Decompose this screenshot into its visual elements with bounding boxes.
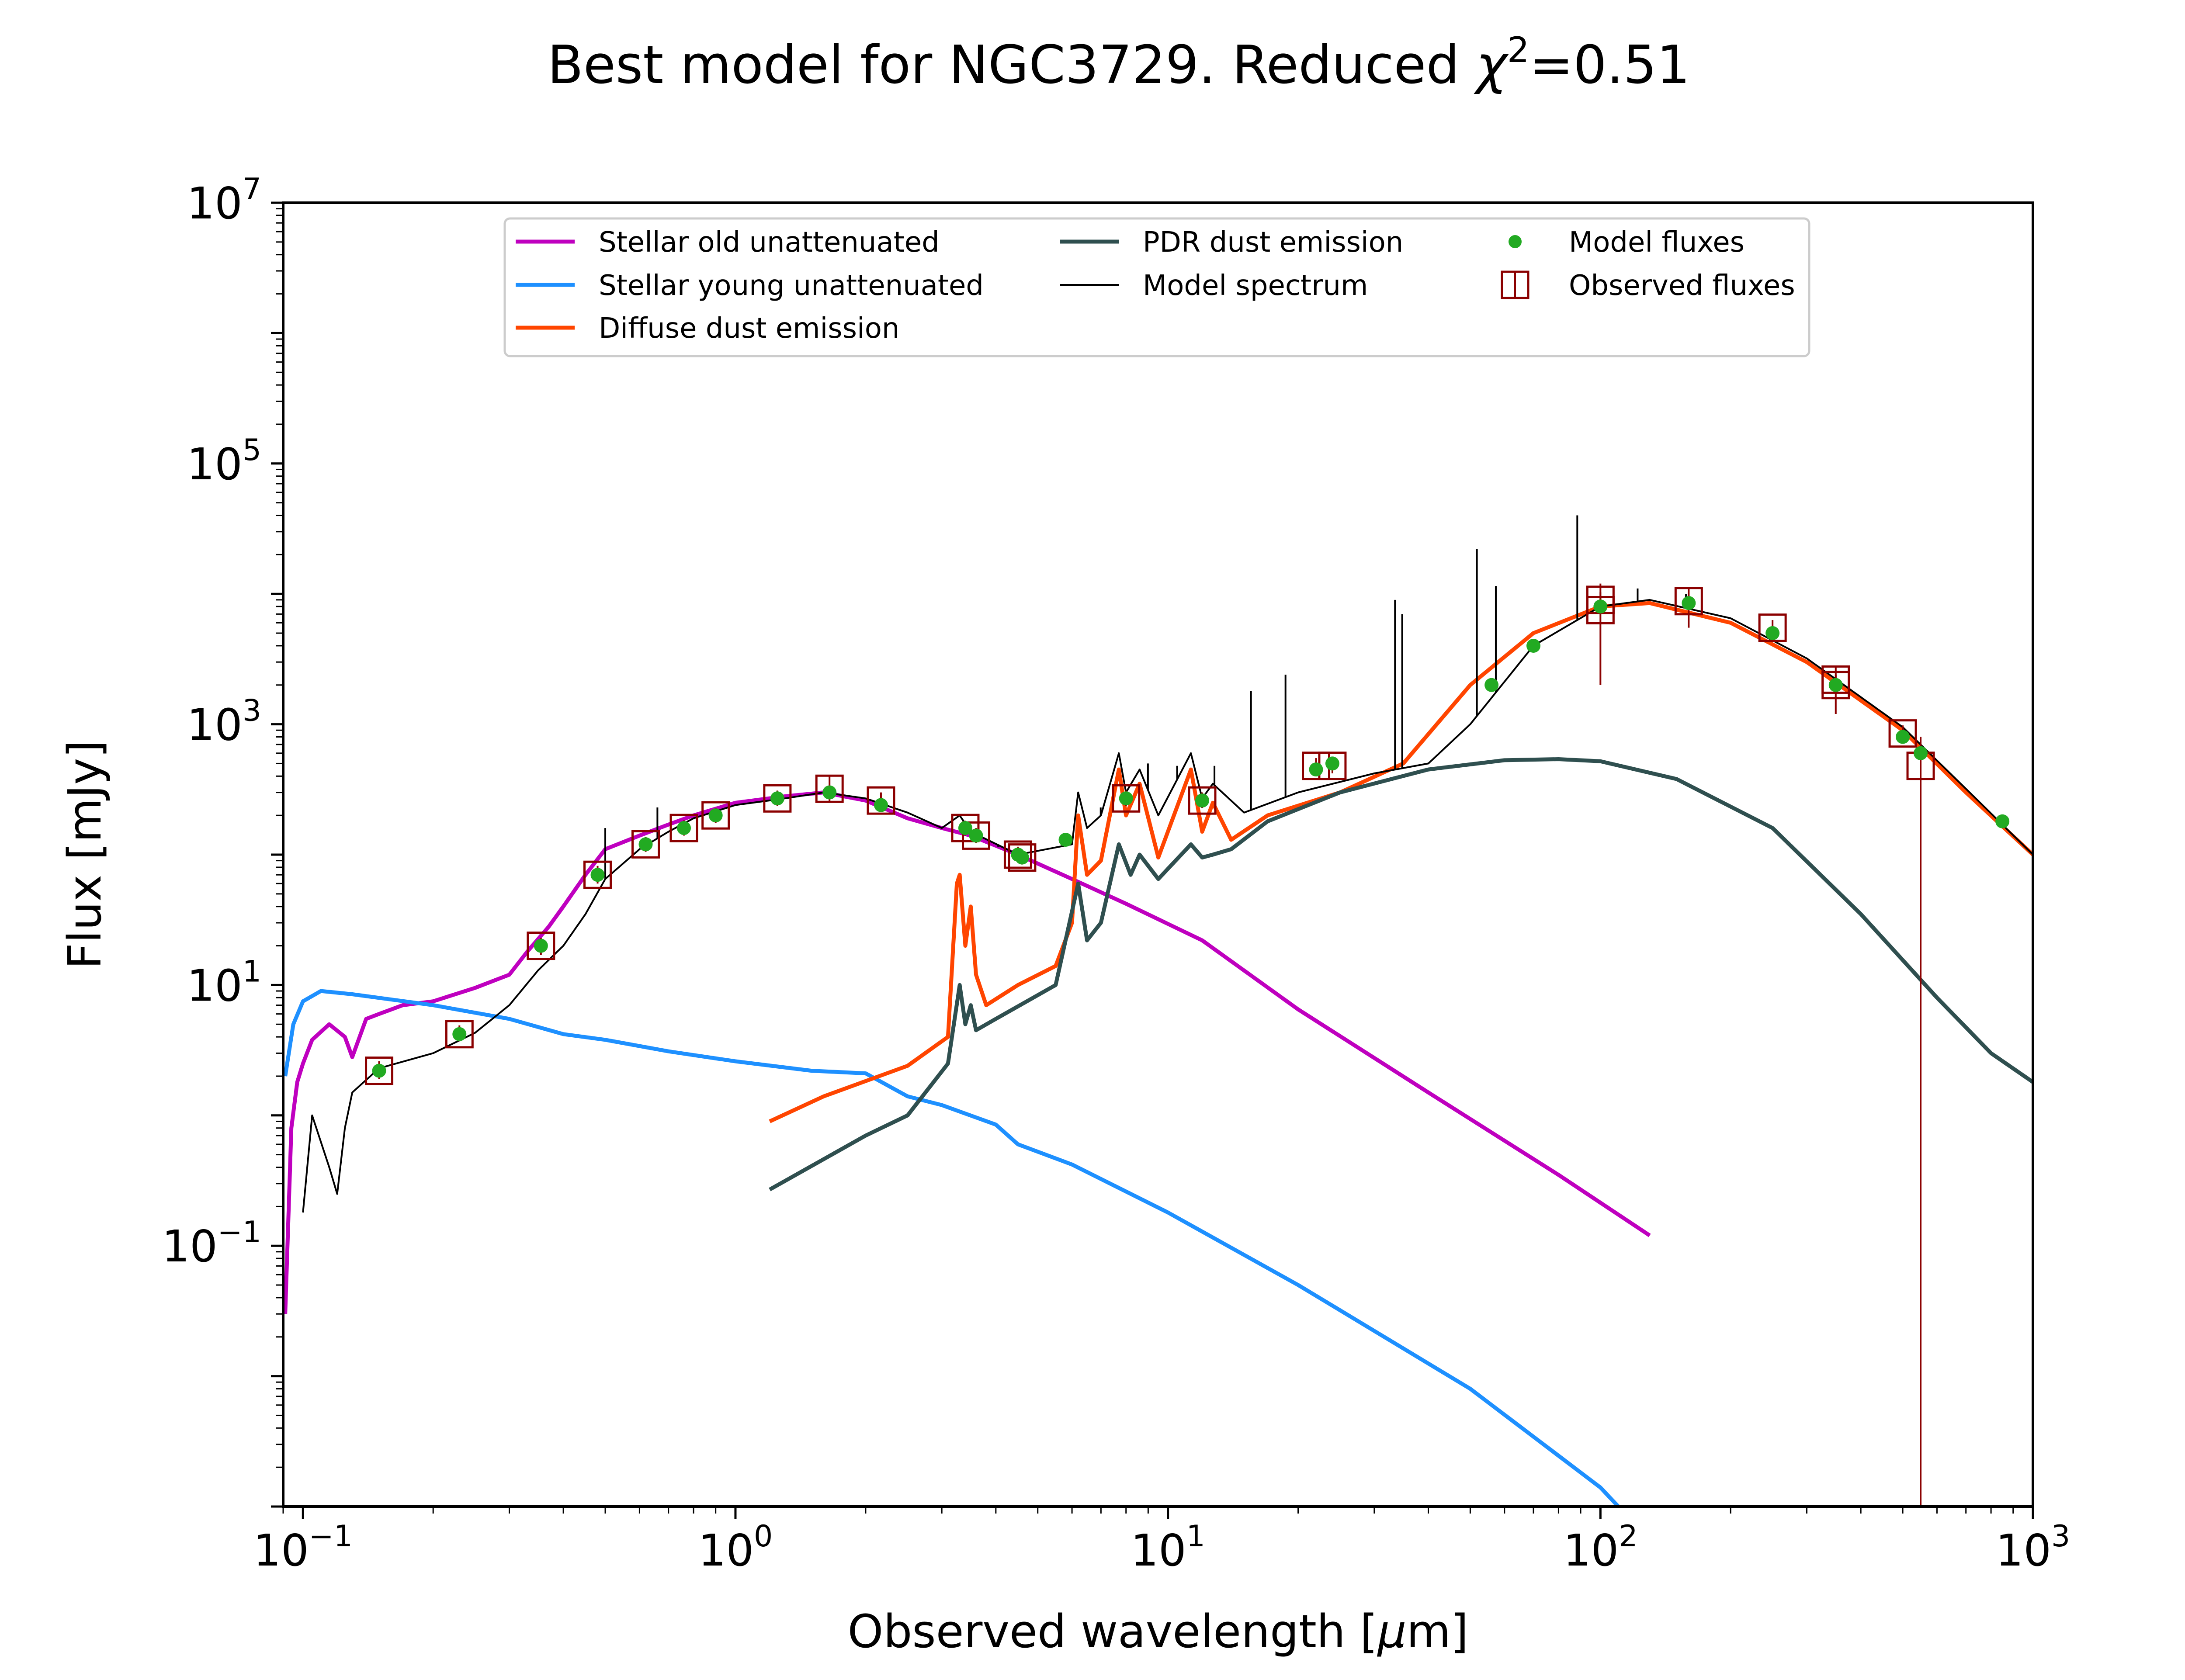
x-axis: 10−1 100 101 102 103 <box>253 1507 2071 1576</box>
legend-box <box>503 217 1810 357</box>
x-tick-label: 102 <box>1563 1519 1638 1576</box>
legend-label-model-spectrum: Model spectrum <box>1143 270 1368 302</box>
x-tick-label: 103 <box>1996 1519 2071 1576</box>
model-flux-point <box>372 1063 386 1078</box>
legend-label-observed-fluxes: Observed fluxes <box>1569 270 1795 302</box>
y-tick-base: 10 <box>187 700 242 751</box>
model-flux-point <box>1593 599 1608 614</box>
y-axis-label: Flux [mJy] <box>58 740 111 969</box>
model-flux-point <box>874 798 888 812</box>
x-tick-label: 10−1 <box>253 1519 353 1576</box>
observed-flux-marker <box>631 830 660 859</box>
model-flux-point <box>1309 762 1323 777</box>
series-line-pdr-dust-emission <box>769 757 2033 1192</box>
x-tick-exponent: −1 <box>309 1519 353 1554</box>
observed-flux-marker <box>1821 671 1850 700</box>
y-tick-base: 10 <box>187 960 242 1011</box>
x-tick-base: 10 <box>253 1525 309 1576</box>
legend-label-diffuse-dust-emission: Diffuse dust emission <box>599 312 899 345</box>
observed-flux-marker <box>1188 786 1217 815</box>
x-tick-exponent: 0 <box>754 1519 773 1554</box>
model-flux-point <box>1015 850 1029 865</box>
observed-flux-marker <box>1888 719 1917 748</box>
legend-handle-model-fluxes <box>1509 235 1522 248</box>
y-tick-label: 105 <box>187 433 261 490</box>
y-tick-label: 101 <box>187 954 261 1011</box>
observed-flux-marker <box>583 860 612 889</box>
y-tick-exponent: 5 <box>243 433 261 468</box>
model-flux-point <box>770 791 784 806</box>
model-flux-point <box>638 837 653 852</box>
model-flux-point <box>1484 678 1499 692</box>
legend-label-model-fluxes: Model fluxes <box>1569 226 1745 259</box>
model-flux-point <box>534 939 548 953</box>
observed-flux-marker <box>815 774 844 803</box>
x-axis-label: Observed wavelength [μm] <box>848 1605 1469 1658</box>
observed-flux-marker <box>763 784 792 813</box>
observed-flux-marker <box>962 821 991 850</box>
legend-label-pdr-dust-emission: PDR dust emission <box>1143 226 1403 259</box>
chart-title: Best model for NGC3729. Reduced χ2=0.51 <box>548 30 1690 96</box>
observed-flux-marker <box>951 814 980 842</box>
model-flux-point <box>969 828 983 843</box>
x-tick-exponent: 3 <box>2051 1519 2070 1554</box>
x-tick-label: 100 <box>698 1519 773 1576</box>
y-tick-exponent: 1 <box>243 954 261 989</box>
model-flux-point <box>1828 678 1843 692</box>
model-flux-point <box>1195 793 1210 808</box>
observed-flux-marker <box>1112 784 1141 813</box>
observed-flux-marker <box>1003 840 1032 869</box>
x-tick-base: 10 <box>1996 1525 2051 1576</box>
x-tick-base: 10 <box>1131 1525 1186 1576</box>
series-line-model-spectrum <box>302 599 2033 1213</box>
model-flux-point <box>1526 638 1541 653</box>
y-tick-base: 10 <box>162 1221 218 1272</box>
model-flux-point <box>452 1027 467 1041</box>
model-flux-point <box>708 808 723 823</box>
model-flux-point <box>1682 596 1696 610</box>
x-tick-exponent: 2 <box>1619 1519 1637 1554</box>
observed-flux-marker <box>365 1056 394 1085</box>
x-tick-label: 101 <box>1131 1519 1205 1576</box>
model-flux-point <box>822 785 837 800</box>
observed-flux-marker <box>1008 843 1037 872</box>
observed-flux-marker <box>669 814 698 842</box>
legend: Stellar old unattenuated Stellar young un… <box>503 217 1810 357</box>
x-tick-exponent: 1 <box>1186 1519 1205 1554</box>
model-flux-point <box>677 821 691 835</box>
series-line-stellar-young-unattenuated <box>283 989 1620 1507</box>
model-flux-point <box>1058 832 1073 847</box>
model-flux-point <box>1119 791 1133 806</box>
y-tick-exponent: −1 <box>218 1215 261 1250</box>
y-tick-label: 103 <box>187 694 261 751</box>
legend-label-stellar-old-unattenuated: Stellar old unattenuated <box>599 226 940 259</box>
legend-label-stellar-young-unattenuated: Stellar young unattenuated <box>599 270 984 302</box>
model-flux-point <box>1896 730 1910 744</box>
y-tick-label: 10−1 <box>162 1215 262 1272</box>
model-flux-point <box>1765 626 1780 641</box>
model-flux-point <box>1995 814 2010 828</box>
model-flux-point <box>958 821 972 835</box>
observed-flux-marker <box>867 786 895 815</box>
x-tick-base: 10 <box>698 1525 754 1576</box>
observed-flux-marker <box>1758 613 1787 642</box>
observed-flux-marker <box>1674 587 1703 616</box>
y-tick-exponent: 7 <box>243 172 261 207</box>
y-tick-label: 107 <box>187 172 261 229</box>
y-tick-base: 10 <box>187 178 242 229</box>
observed-flux-marker <box>445 1020 474 1049</box>
y-tick-base: 10 <box>187 439 242 490</box>
observed-flux-marker <box>527 932 555 960</box>
x-tick-base: 10 <box>1563 1525 1619 1576</box>
model-flux-point <box>590 868 605 882</box>
plot-content <box>283 515 2033 1507</box>
observed-flux-marker <box>701 801 730 830</box>
model-flux-point <box>1914 746 1928 760</box>
model-flux-point <box>1325 756 1339 771</box>
y-tick-exponent: 3 <box>243 694 261 728</box>
